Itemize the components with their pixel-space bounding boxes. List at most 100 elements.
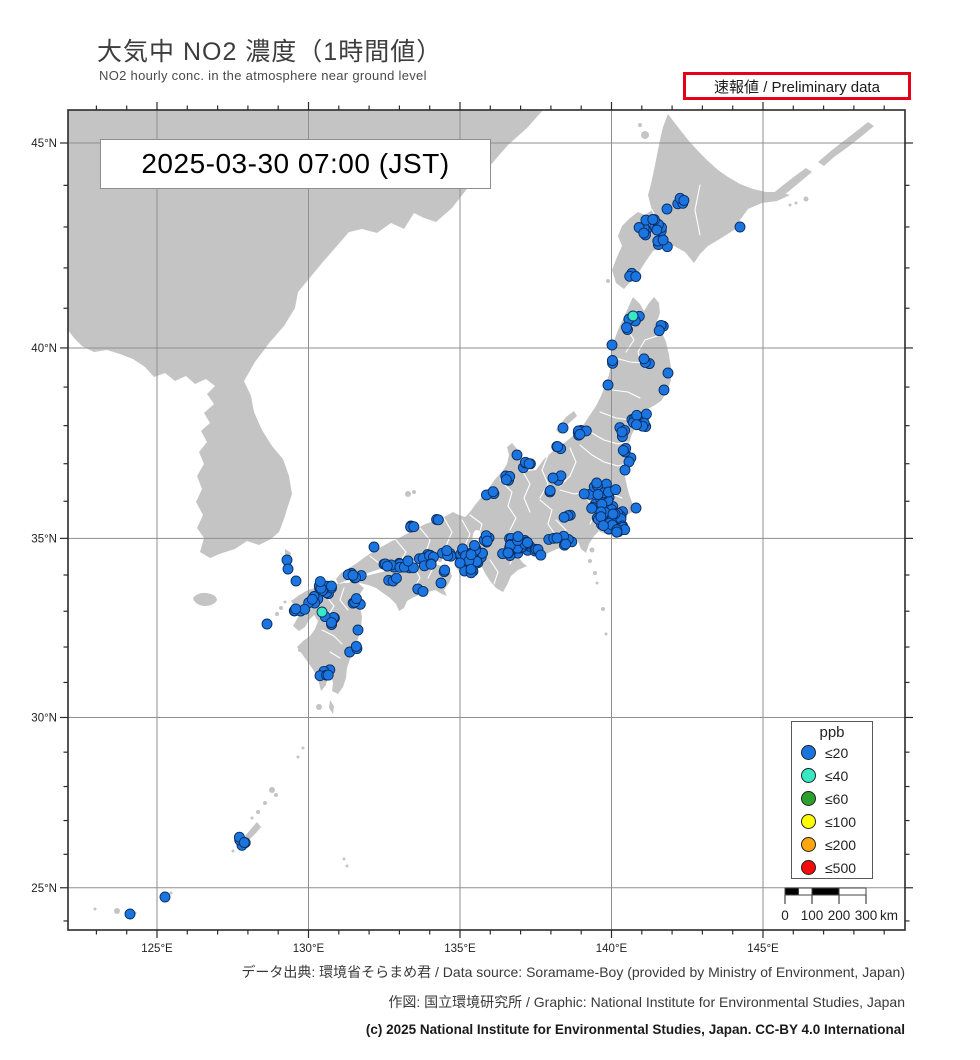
station-dot	[661, 203, 673, 215]
scale-bar: 0 100 200 300 km	[781, 887, 898, 923]
lon-tick-label: 135°E	[444, 943, 476, 955]
station-dot	[281, 554, 293, 566]
prefecture-border	[694, 184, 701, 236]
lat-tick-label: 40°N	[31, 343, 57, 355]
prefecture-border	[329, 651, 341, 659]
station-dot	[465, 549, 477, 561]
scale-unit-label: km	[880, 908, 898, 923]
prefecture-border	[499, 479, 517, 531]
station-dot	[640, 408, 652, 420]
landmass	[336, 297, 671, 592]
islet	[405, 491, 411, 497]
islet	[595, 581, 599, 585]
station-dot	[535, 549, 547, 561]
station-dot	[523, 458, 535, 470]
station-dot	[350, 640, 362, 652]
station-dot	[631, 409, 643, 421]
islet	[296, 755, 300, 759]
station-dot	[316, 606, 328, 618]
station-dot	[606, 339, 618, 351]
station-dot	[638, 353, 650, 365]
prefecture-border	[521, 469, 531, 513]
station-dot	[606, 355, 618, 366]
prefecture-border	[489, 559, 499, 585]
islet	[93, 907, 97, 911]
station-dot	[578, 488, 590, 500]
islet	[638, 123, 642, 127]
islet	[283, 600, 287, 604]
axis-ticks: 45°N 40°N 35°N 30°N 25°N 125°E 130°E 135°E 140°E…	[31, 102, 913, 955]
station-dot	[306, 593, 318, 605]
islet	[316, 704, 322, 710]
station-dot	[653, 325, 665, 337]
station-dot	[408, 521, 420, 533]
islet	[263, 801, 267, 805]
station-dot	[500, 474, 512, 486]
islet	[438, 558, 442, 562]
station-dot	[591, 477, 603, 489]
station-dots	[124, 192, 746, 920]
station-dot	[602, 379, 614, 391]
station-dot	[631, 419, 642, 431]
legend-item-label: ≤500	[825, 859, 857, 876]
islet	[114, 908, 120, 914]
islet	[274, 793, 278, 797]
lon-tick-label: 140°E	[596, 943, 628, 955]
station-dot	[630, 502, 642, 514]
islet	[250, 816, 254, 820]
page-subtitle: NO2 hourly conc. in the atmosphere near …	[99, 68, 427, 83]
station-dot	[619, 464, 631, 476]
station-dot	[592, 489, 604, 500]
station-dot	[607, 508, 619, 520]
map-frame	[67, 109, 906, 931]
timestamp-box: 2025-03-30 07:00 (JST)	[100, 139, 491, 189]
page-title: 大気中 NO2 濃度（1時間値）	[97, 38, 443, 66]
station-dot	[586, 502, 598, 514]
prefecture-border	[461, 519, 471, 549]
station-dot	[432, 514, 444, 526]
station-dot	[547, 472, 559, 484]
station-dot	[352, 624, 364, 636]
legend-item: ≤100	[792, 810, 872, 833]
scale-label: 0	[781, 908, 789, 923]
lon-tick-label: 145°E	[747, 943, 779, 955]
legend-box: ppb ≤20 ≤40 ≤60 ≤100 ≤200 ≤500	[791, 721, 873, 879]
station-dot	[282, 563, 294, 575]
landmass	[818, 122, 874, 166]
legend-dot-icon	[801, 768, 816, 783]
islet	[342, 857, 346, 861]
islet	[606, 279, 610, 283]
legend-dot-icon	[801, 791, 816, 806]
islet	[601, 607, 605, 611]
station-dot	[662, 367, 674, 379]
islet	[604, 632, 608, 636]
islet	[588, 559, 592, 563]
islet	[169, 891, 173, 895]
legend-item-label: ≤20	[825, 744, 849, 761]
station-dot	[630, 271, 642, 282]
station-dot	[512, 531, 524, 543]
islet	[256, 810, 260, 814]
preliminary-data-badge: 速報値 / Preliminary data	[683, 72, 911, 100]
legend-item: ≤20	[792, 741, 872, 764]
prefecture-border	[599, 411, 631, 421]
station-dot	[417, 585, 429, 597]
islet	[593, 571, 597, 575]
station-dot	[290, 575, 302, 587]
station-dot	[621, 322, 632, 333]
station-dot	[238, 837, 250, 848]
prefecture-border	[321, 629, 343, 645]
station-dot	[322, 669, 334, 681]
islet	[298, 648, 302, 652]
prefecture-border	[539, 454, 549, 499]
legend-item: ≤200	[792, 833, 872, 856]
station-dot	[616, 426, 628, 438]
station-dot	[454, 557, 466, 569]
prefecture-border	[611, 389, 641, 399]
legend-item-label: ≤40	[825, 767, 849, 784]
station-dot	[124, 908, 136, 920]
prefecture-border	[419, 527, 431, 553]
station-dot	[551, 532, 563, 544]
legend-dot-icon	[801, 745, 816, 760]
